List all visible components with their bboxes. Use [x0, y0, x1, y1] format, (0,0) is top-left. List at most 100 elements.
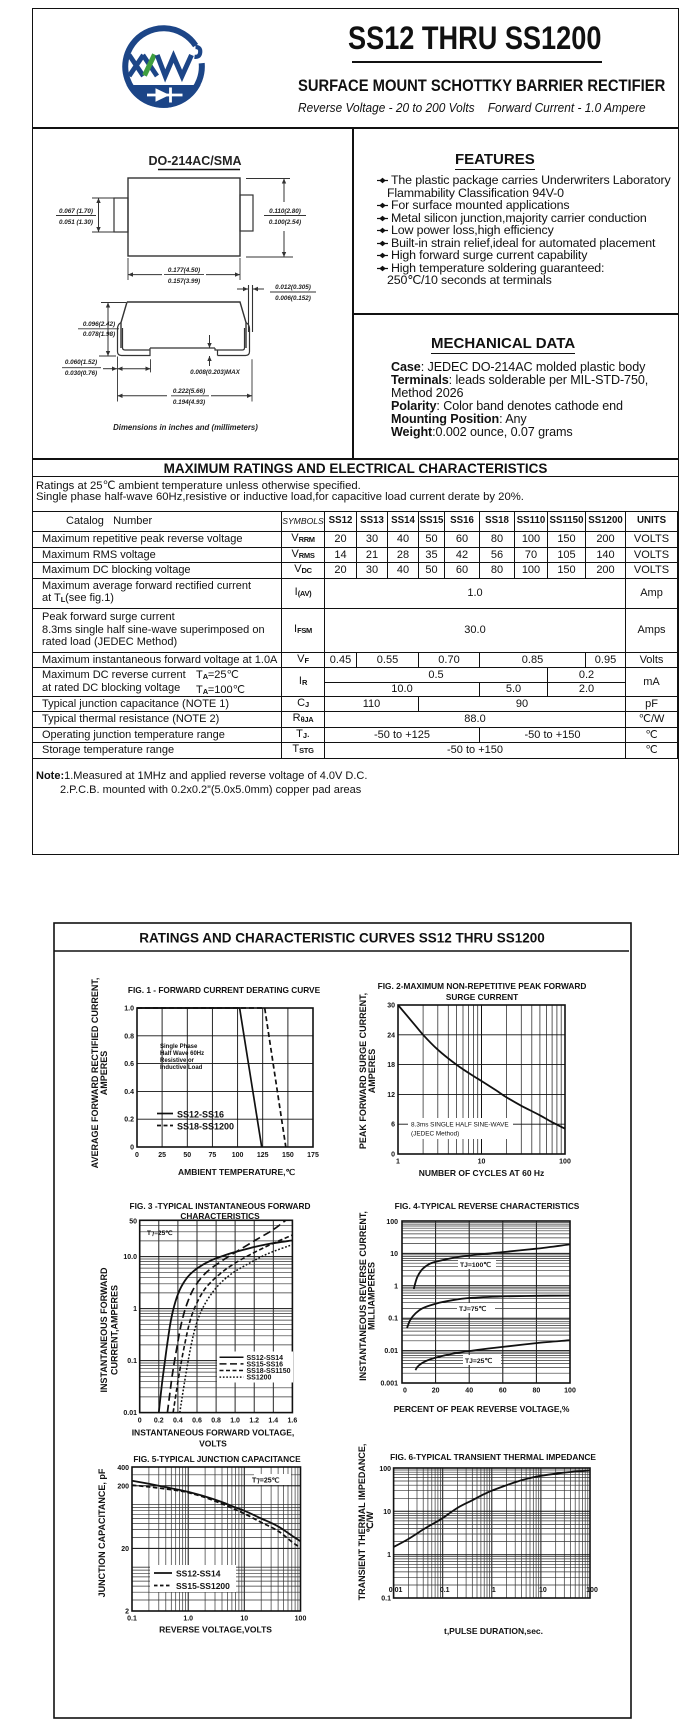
- svg-text:12: 12: [387, 1092, 395, 1099]
- svg-text:Inductive Load: Inductive Load: [160, 1065, 203, 1071]
- svg-text:8.3ms SINGLE HALF SINE-WAVE: 8.3ms SINGLE HALF SINE-WAVE: [411, 1122, 509, 1129]
- svg-text:FIG. 1 - FORWARD CURRENT DERAT: FIG. 1 - FORWARD CURRENT DERATING CURVE: [128, 985, 321, 995]
- svg-text:CURRENT,AMPERES: CURRENT,AMPERES: [110, 1285, 120, 1375]
- svg-text:TJ=75℃: TJ=75℃: [459, 1305, 486, 1313]
- svg-text:Single Phase: Single Phase: [160, 1044, 198, 1050]
- svg-text:0.012(0.305): 0.012(0.305): [275, 284, 311, 291]
- svg-text:0.110(2.80): 0.110(2.80): [269, 208, 301, 215]
- svg-text:20: 20: [432, 1388, 440, 1395]
- svg-text:50: 50: [129, 1219, 137, 1226]
- svg-text:0.6: 0.6: [192, 1418, 202, 1425]
- svg-text:100: 100: [586, 1587, 598, 1594]
- svg-text:(JEDEC Method): (JEDEC Method): [411, 1131, 459, 1138]
- svg-text:DO-214AC/SMA: DO-214AC/SMA: [148, 154, 241, 168]
- svg-text:10: 10: [478, 1159, 486, 1166]
- svg-text:Dimensions in inches and (mill: Dimensions in inches and (millimeters): [113, 423, 258, 432]
- svg-text:0: 0: [138, 1418, 142, 1425]
- svg-text:CHARACTERISTICS: CHARACTERISTICS: [180, 1211, 260, 1221]
- svg-text:0.2: 0.2: [124, 1117, 134, 1124]
- svg-text:0.100(2.54): 0.100(2.54): [269, 219, 301, 226]
- svg-text:0: 0: [135, 1152, 139, 1159]
- svg-text:FIG. 2-MAXIMUM NON-REPETITIVE: FIG. 2-MAXIMUM NON-REPETITIVE PEAK FORWA…: [378, 981, 587, 991]
- svg-text:0.1: 0.1: [127, 1616, 137, 1623]
- svg-text:24: 24: [387, 1032, 395, 1039]
- svg-text:10: 10: [539, 1587, 547, 1594]
- svg-text:T⁊=25℃: T⁊=25℃: [252, 1477, 280, 1485]
- svg-text:Resistive or: Resistive or: [160, 1058, 195, 1064]
- svg-text:0.6: 0.6: [124, 1061, 134, 1068]
- svg-text:100: 100: [295, 1616, 307, 1623]
- svg-text:FIG. 5-TYPICAL JUNCTION CAPACI: FIG. 5-TYPICAL JUNCTION CAPACITANCE: [133, 1454, 301, 1464]
- svg-text:0.1: 0.1: [440, 1587, 450, 1594]
- svg-text:0.006(0.152): 0.006(0.152): [275, 295, 311, 302]
- svg-text:0.060(1.52): 0.060(1.52): [65, 359, 97, 366]
- svg-text:AMBIENT TEMPERATURE,℃: AMBIENT TEMPERATURE,℃: [178, 1167, 296, 1177]
- svg-text:REVERSE VOLTAGE,VOLTS: REVERSE VOLTAGE,VOLTS: [159, 1625, 272, 1635]
- svg-text:1: 1: [133, 1306, 137, 1313]
- svg-text:100: 100: [379, 1466, 391, 1473]
- svg-text:100: 100: [386, 1219, 398, 1226]
- svg-text:0.222(5.66): 0.222(5.66): [173, 388, 205, 395]
- svg-text:75: 75: [209, 1152, 217, 1159]
- svg-text:FIG. 6-TYPICAL TRANSIENT THERM: FIG. 6-TYPICAL TRANSIENT THERMAL IMPEDAN…: [390, 1452, 596, 1462]
- svg-text:INSTANTANEOUS FORWARD: INSTANTANEOUS FORWARD: [99, 1267, 109, 1392]
- svg-text:INSTANTANEOUS FORWARD VOLTAGE,: INSTANTANEOUS FORWARD VOLTAGE,: [132, 1428, 295, 1438]
- svg-text:0.051 (1.30): 0.051 (1.30): [59, 219, 93, 226]
- svg-text:SS12-SS16: SS12-SS16: [177, 1110, 224, 1120]
- svg-text:0.157(3.99): 0.157(3.99): [168, 278, 200, 285]
- svg-text:0.1: 0.1: [381, 1596, 391, 1603]
- svg-text:1.0: 1.0: [230, 1418, 240, 1425]
- svg-text:T⁊=25℃: T⁊=25℃: [147, 1229, 173, 1237]
- svg-text:MILLIAMPERES: MILLIAMPERES: [367, 1262, 377, 1330]
- svg-text:0: 0: [403, 1388, 407, 1395]
- svg-text:1.6: 1.6: [288, 1418, 298, 1425]
- svg-text:10: 10: [240, 1616, 248, 1623]
- svg-text:Half Wave 60Hz: Half Wave 60Hz: [160, 1051, 204, 1057]
- svg-text:0.067 (1.70): 0.067 (1.70): [59, 208, 93, 215]
- svg-text:20: 20: [121, 1546, 129, 1553]
- svg-text:VOLTS: VOLTS: [199, 1439, 227, 1449]
- svg-text:25: 25: [158, 1152, 166, 1159]
- svg-text:0.01: 0.01: [384, 1348, 398, 1355]
- svg-text:FIG. 4-TYPICAL REVERSE CHARACT: FIG. 4-TYPICAL REVERSE CHARACTERISTICS: [395, 1201, 580, 1211]
- svg-text:125: 125: [257, 1152, 269, 1159]
- svg-text:200: 200: [117, 1483, 129, 1490]
- svg-text:0.4: 0.4: [124, 1089, 134, 1096]
- svg-text:t,PULSE DURATION,sec.: t,PULSE DURATION,sec.: [444, 1626, 543, 1636]
- svg-text:100: 100: [232, 1152, 244, 1159]
- svg-text:0.177(4.50): 0.177(4.50): [168, 267, 200, 274]
- svg-text:0.194(4.93): 0.194(4.93): [173, 399, 205, 406]
- svg-text:30: 30: [387, 1003, 395, 1010]
- svg-text:18: 18: [387, 1062, 395, 1069]
- svg-text:80: 80: [533, 1388, 541, 1395]
- svg-text:1.4: 1.4: [268, 1418, 278, 1425]
- svg-text:0.030(0.76): 0.030(0.76): [65, 370, 97, 377]
- svg-text:0.1: 0.1: [127, 1358, 137, 1365]
- svg-text:150: 150: [282, 1152, 294, 1159]
- svg-text:AMPERES: AMPERES: [367, 1049, 377, 1094]
- svg-text:0.078(1.98): 0.078(1.98): [83, 331, 115, 338]
- svg-text:0.01: 0.01: [123, 1410, 137, 1417]
- svg-text:0: 0: [130, 1145, 134, 1152]
- svg-text:RATINGS AND CHARACTERISTIC CUR: RATINGS AND CHARACTERISTIC CURVES SS12 T…: [139, 931, 545, 946]
- svg-text:10: 10: [390, 1251, 398, 1258]
- svg-text:400: 400: [117, 1465, 129, 1472]
- svg-text:SS18-SS1200: SS18-SS1200: [177, 1122, 234, 1132]
- svg-text:SS12-SS14: SS12-SS14: [247, 1355, 284, 1362]
- svg-text:SS15-SS1200: SS15-SS1200: [176, 1581, 230, 1591]
- svg-text:175: 175: [307, 1152, 319, 1159]
- svg-text:40: 40: [465, 1388, 473, 1395]
- svg-text:100: 100: [564, 1388, 576, 1395]
- svg-text:0: 0: [391, 1152, 395, 1159]
- svg-text:SS15-SS16: SS15-SS16: [247, 1361, 284, 1368]
- svg-text:0.01: 0.01: [389, 1587, 403, 1594]
- svg-text:0.001: 0.001: [380, 1381, 398, 1388]
- svg-text:SS18-SS1150: SS18-SS1150: [247, 1368, 291, 1375]
- svg-text:PERCENT OF PEAK REVERSE VOLTAG: PERCENT OF PEAK REVERSE VOLTAGE,%: [394, 1404, 570, 1414]
- svg-text:1.0: 1.0: [183, 1616, 193, 1623]
- svg-text:1: 1: [387, 1552, 391, 1559]
- svg-text:1: 1: [492, 1587, 496, 1594]
- svg-text:TRANSIENT THERMAL IMPEDANCE,: TRANSIENT THERMAL IMPEDANCE,: [357, 1444, 367, 1601]
- svg-text:℃/W: ℃/W: [365, 1511, 375, 1533]
- svg-text:1.0: 1.0: [124, 1006, 134, 1013]
